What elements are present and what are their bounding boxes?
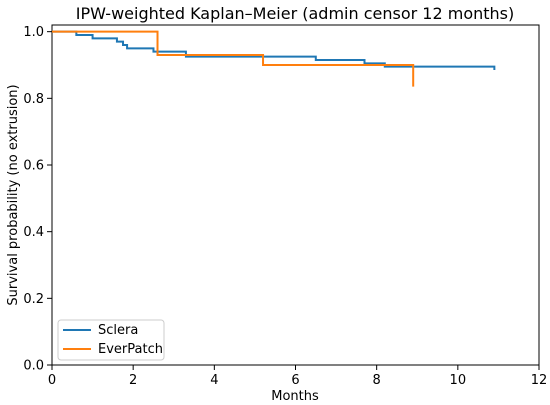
x-tick-label: 6: [291, 373, 299, 388]
x-axis: 0 2 4 6 8 10 12: [48, 365, 547, 388]
y-tick-label: 0.6: [23, 159, 44, 174]
x-tick-label: 8: [373, 373, 381, 388]
x-tick-label: 10: [450, 373, 467, 388]
legend-label-everpatch: EverPatch: [98, 342, 163, 357]
legend: Sclera EverPatch: [57, 319, 165, 361]
series-layer: [52, 30, 496, 87]
x-tick-label: 0: [48, 373, 56, 388]
legend-label-sclera: Sclera: [98, 323, 138, 338]
x-tick-label: 12: [531, 373, 548, 388]
y-tick-label: 0.8: [23, 92, 44, 107]
chart-title: IPW-weighted Kaplan–Meier (admin censor …: [76, 4, 515, 23]
y-tick-label: 0.2: [23, 292, 44, 307]
y-axis-label: Survival probability (no extrusion): [6, 84, 21, 305]
y-tick-label: 1.0: [23, 25, 44, 40]
y-tick-label: 0.4: [23, 225, 44, 240]
plot-area: 0 2 4 6 8 10 12 0.0 0.2 0.4 0.6 0.8 1.0: [23, 24, 547, 388]
x-tick-label: 2: [129, 373, 137, 388]
series-line-everpatch: [52, 30, 415, 87]
x-tick-label: 4: [210, 373, 218, 388]
series-line-sclera: [52, 30, 496, 70]
y-tick-label: 0.0: [23, 359, 44, 374]
y-axis: 0.0 0.2 0.4 0.6 0.8 1.0: [23, 25, 52, 374]
x-axis-label: Months: [271, 389, 319, 404]
plot-frame: [51, 24, 540, 366]
